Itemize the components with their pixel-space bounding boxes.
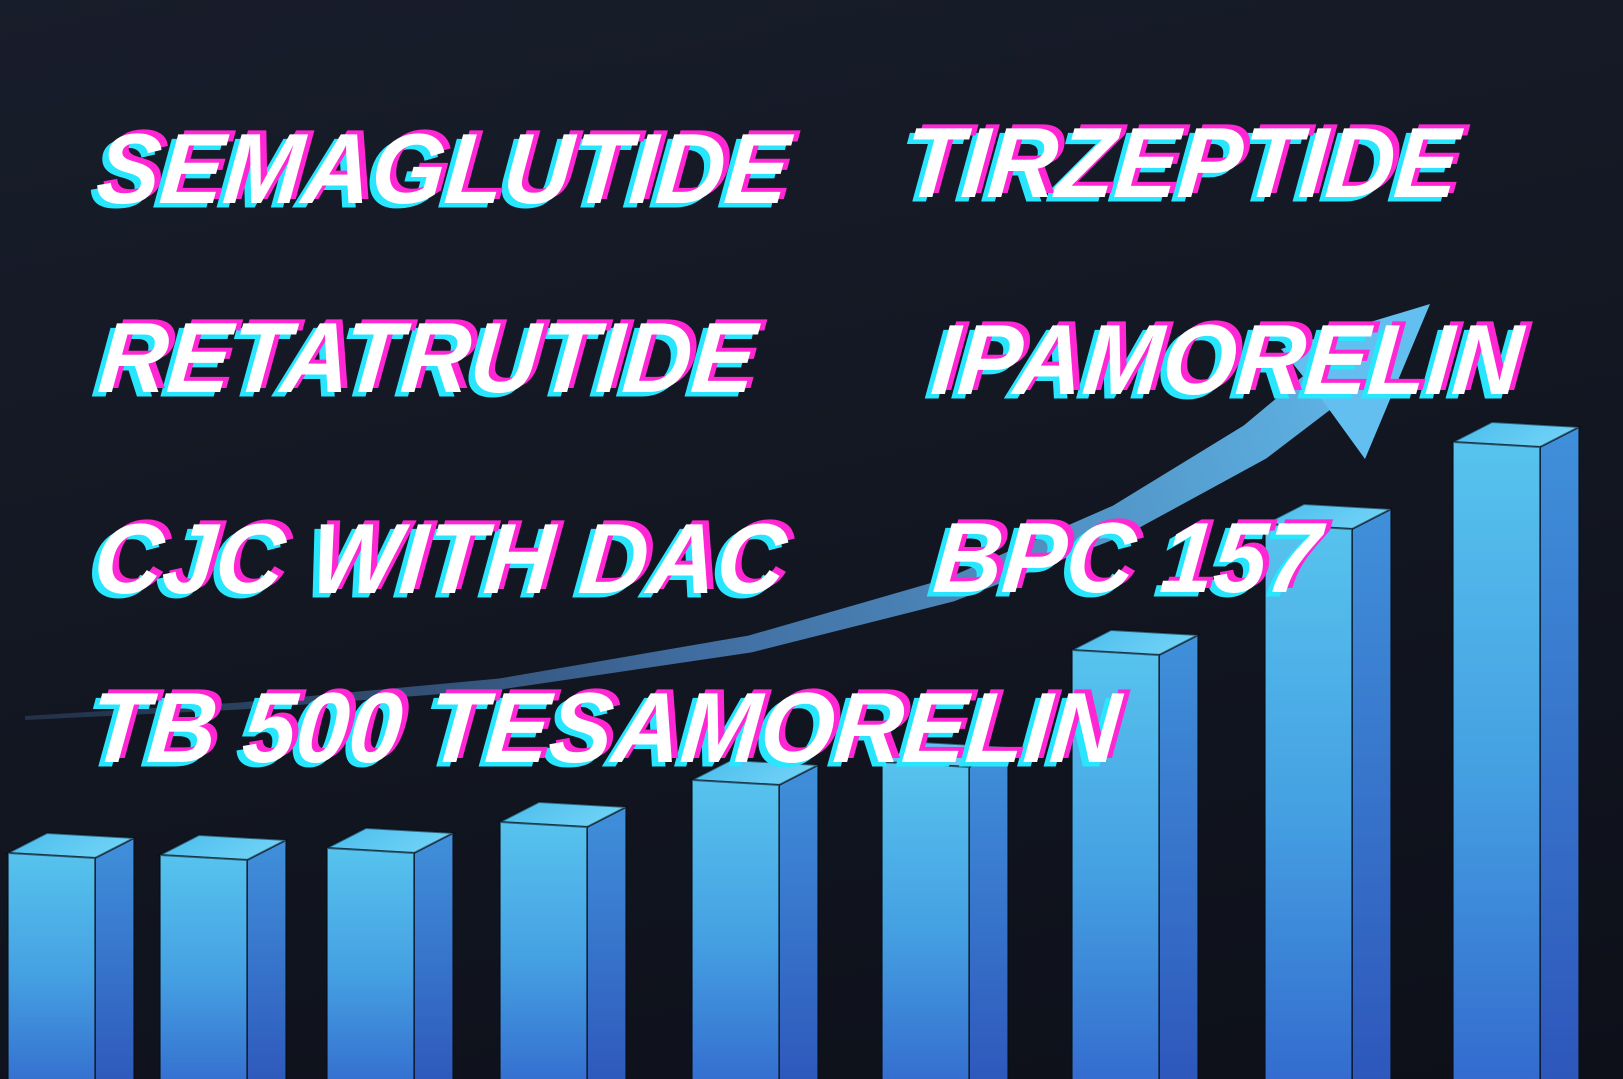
trend-arrow-shaft <box>24 334 1383 720</box>
bar-front-face <box>7 851 96 1079</box>
bar-6 <box>878 740 1012 1079</box>
bar-5 <box>688 758 822 1079</box>
bar-front-face <box>499 820 588 1079</box>
bar-8 <box>1261 502 1395 1079</box>
bar-side-face <box>968 745 1009 1079</box>
bar-side-face <box>1351 507 1392 1079</box>
keyword-tb500-tesamorelin: TB 500 TESAMORELIN <box>85 672 1125 785</box>
bar-front-face <box>881 760 970 1079</box>
bar-9 <box>1449 420 1583 1079</box>
bar-front-face <box>1071 648 1160 1079</box>
trend-arrow <box>24 304 1430 720</box>
bar-side-face <box>1158 633 1199 1079</box>
keyword-ipamorelin: IPAMORELIN <box>927 304 1527 417</box>
keyword-retatrutide: RETATRUTIDE <box>94 302 761 415</box>
bar-front-face <box>1264 522 1353 1079</box>
bar-3 <box>323 826 457 1079</box>
bar-2 <box>156 833 290 1079</box>
bar-front-face <box>691 778 780 1079</box>
keyword-cjc-with-dac: CJC WITH DAC <box>89 503 791 616</box>
keyword-bpc-157: BPC 157 <box>929 502 1325 615</box>
bars-group <box>4 420 1583 1079</box>
trend-arrow-head <box>1281 304 1430 459</box>
bar-side-face <box>94 836 135 1079</box>
keyword-tirzeptide: TIRZEPTIDE <box>899 107 1464 220</box>
bar-front-face <box>1452 440 1541 1079</box>
bar-7 <box>1068 628 1202 1079</box>
bar-1 <box>4 831 138 1079</box>
bar-side-face <box>778 763 819 1079</box>
bar-front-face <box>159 853 248 1079</box>
bar-side-face <box>1539 425 1580 1079</box>
keyword-semaglutide: SEMAGLUTIDE <box>92 113 794 226</box>
bar-side-face <box>586 805 627 1079</box>
bar-front-face <box>326 846 415 1079</box>
bar-side-face <box>246 838 287 1079</box>
bar-4 <box>496 800 630 1079</box>
bar-side-face <box>413 831 454 1079</box>
